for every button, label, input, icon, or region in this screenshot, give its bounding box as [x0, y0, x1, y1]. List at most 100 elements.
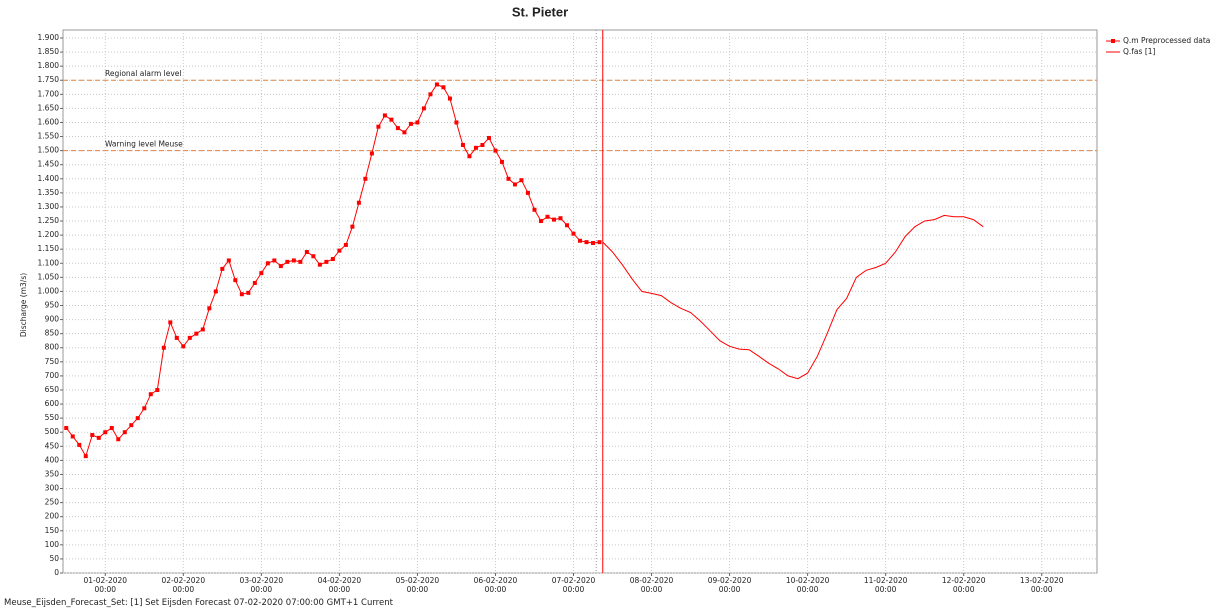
- x-tick-label: 13-02-2020 00:00: [1019, 576, 1064, 594]
- data-point: [389, 117, 394, 122]
- data-point: [447, 96, 452, 101]
- data-point: [109, 425, 114, 430]
- data-point: [460, 143, 465, 147]
- data-point: [70, 434, 75, 439]
- data-point: [376, 124, 381, 129]
- y-tick-label: 1.200: [38, 230, 60, 239]
- data-point: [272, 258, 277, 263]
- legend-label: Q.m Preprocessed data: [1123, 36, 1210, 45]
- data-point: [233, 278, 238, 283]
- y-tick-label: 850: [45, 329, 60, 338]
- data-point: [343, 242, 348, 247]
- y-tick-label: 1.050: [38, 272, 60, 281]
- data-point: [135, 416, 140, 421]
- data-point: [298, 259, 303, 264]
- data-point: [434, 82, 439, 87]
- data-point: [551, 217, 556, 222]
- data-point: [454, 120, 459, 125]
- y-tick-label: 750: [45, 357, 60, 366]
- chart-title: St. Pieter: [512, 4, 568, 19]
- series-line: [602, 214, 984, 380]
- data-point: [122, 430, 127, 435]
- plot-frame: [62, 29, 1098, 574]
- y-tick-label: 600: [45, 399, 60, 408]
- data-point: [291, 258, 296, 263]
- data-point: [591, 240, 596, 245]
- y-tick-label: 1.100: [38, 258, 60, 267]
- y-tick-label: 1.300: [38, 202, 60, 211]
- y-tick-label: 1.800: [38, 61, 60, 70]
- y-tick-label: 1.250: [38, 216, 60, 225]
- data-point: [415, 120, 420, 125]
- y-tick-label: 1.850: [38, 47, 60, 56]
- data-point: [499, 159, 504, 164]
- data-point: [467, 154, 472, 159]
- data-point: [558, 216, 563, 221]
- data-point: [96, 435, 101, 440]
- y-tick-label: 1.400: [38, 174, 60, 183]
- data-point: [369, 151, 374, 156]
- data-point: [116, 437, 121, 442]
- data-point: [532, 207, 537, 212]
- y-tick-label: 700: [45, 371, 60, 380]
- data-point: [259, 271, 264, 276]
- data-point: [519, 178, 524, 183]
- y-tick-label: 450: [45, 441, 60, 450]
- y-tick-label: 300: [45, 484, 60, 493]
- data-point: [350, 224, 355, 229]
- y-tick-label: 1.150: [38, 244, 60, 253]
- data-point: [428, 92, 433, 97]
- data-point: [148, 392, 153, 397]
- data-point: [181, 344, 186, 349]
- y-tick-label: 0: [54, 568, 59, 577]
- y-axis-label: Discharge (m3/s): [19, 273, 28, 337]
- y-tick-label: 200: [45, 512, 60, 521]
- data-point: [174, 335, 179, 340]
- data-point: [356, 200, 361, 205]
- data-point: [246, 290, 251, 295]
- y-tick-label: 1.650: [38, 103, 60, 112]
- y-tick-label: 500: [45, 427, 60, 436]
- threshold-label: Warning level Meuse: [105, 140, 183, 149]
- y-tick-label: 1.900: [38, 33, 60, 42]
- data-point: [578, 238, 582, 243]
- data-point: [252, 280, 257, 285]
- y-tick-label: 950: [45, 301, 60, 310]
- data-point: [493, 148, 498, 153]
- data-point: [155, 387, 160, 392]
- data-point: [486, 135, 491, 140]
- data-point: [571, 231, 576, 236]
- data-point: [382, 113, 387, 118]
- data-point: [324, 259, 329, 264]
- data-point: [220, 266, 225, 271]
- data-point: [207, 306, 212, 311]
- data-point: [285, 259, 290, 264]
- data-point: [506, 176, 511, 181]
- data-point: [408, 121, 413, 126]
- legend-marker: [1111, 39, 1115, 43]
- data-point: [330, 257, 335, 262]
- threshold-label: Regional alarm level: [105, 69, 182, 78]
- y-tick-label: 1.350: [38, 188, 60, 197]
- x-tick-label: 01-02-2020 00:00: [83, 576, 128, 594]
- x-tick-label: 06-02-2020 00:00: [473, 576, 518, 594]
- x-tick-label: 05-02-2020 00:00: [395, 576, 440, 594]
- x-tick-label: 10-02-2020 00:00: [785, 576, 830, 594]
- y-tick-label: 1.000: [38, 286, 60, 295]
- data-point: [168, 320, 173, 325]
- x-tick-label: 04-02-2020 00:00: [317, 576, 362, 594]
- y-tick-label: 400: [45, 455, 60, 464]
- data-point: [597, 240, 602, 245]
- y-tick-label: 1.500: [38, 146, 60, 155]
- data-point: [317, 262, 322, 267]
- data-point: [538, 219, 543, 224]
- data-point: [278, 264, 283, 269]
- footer: Meuse_Eijsden_Forecast_Set: [1] Set Eijs…: [4, 598, 393, 608]
- x-tick-label: 03-02-2020 00:00: [239, 576, 284, 594]
- x-tick-label: 12-02-2020 00:00: [941, 576, 986, 594]
- data-point: [421, 106, 426, 111]
- data-point: [161, 345, 166, 350]
- x-tick-label: 09-02-2020 00:00: [707, 576, 752, 594]
- data-point: [142, 406, 147, 411]
